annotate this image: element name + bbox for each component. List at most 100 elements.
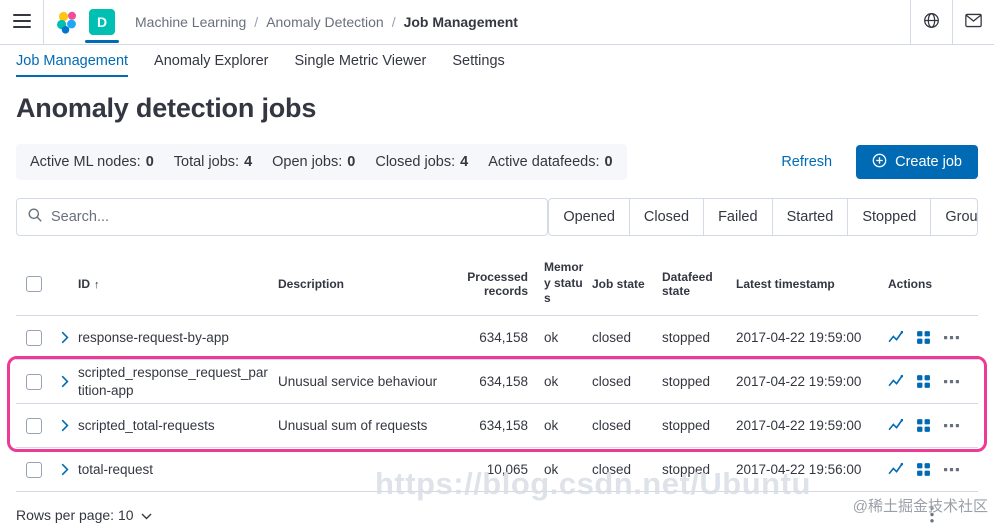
tab-job-management[interactable]: Job Management <box>16 51 129 77</box>
top-bar: D Machine Learning / Anomaly Detection /… <box>0 0 994 45</box>
page-title: Anomaly detection jobs <box>16 93 317 123</box>
stat-closed-jobs: Closed jobs: 4 <box>375 154 469 170</box>
job-description: Unusual sum of requests <box>278 418 428 433</box>
space-avatar[interactable]: D <box>85 9 119 43</box>
anomaly-explorer-button[interactable] <box>916 418 931 433</box>
stats-bar: Active ML nodes: 0 Total jobs: 4 Open jobs… <box>16 144 627 180</box>
breadcrumb-job-management: Job Management <box>403 14 518 30</box>
single-metric-viewer-button[interactable] <box>888 418 903 433</box>
filter-failed[interactable]: Failed <box>703 199 772 235</box>
single-metric-viewer-button[interactable] <box>888 462 903 477</box>
filter-group-dropdown[interactable]: Group <box>930 199 977 235</box>
processed-records: 10,065 <box>486 462 528 477</box>
datafeed-state: stopped <box>662 462 711 477</box>
plus-in-circle-icon <box>872 153 887 172</box>
menu-button[interactable] <box>0 0 44 44</box>
space-avatar-letter: D <box>96 14 108 30</box>
job-state: closed <box>592 330 632 345</box>
search-input[interactable] <box>51 209 538 225</box>
column-header-processed-records: Processed records <box>467 269 528 298</box>
filter-opened[interactable]: Opened <box>549 199 629 235</box>
latest-timestamp: 2017-04-22 19:59:00 <box>736 418 862 433</box>
row-checkbox[interactable] <box>26 417 42 434</box>
expand-row-icon[interactable] <box>61 375 69 388</box>
job-id: total-request <box>78 461 154 477</box>
column-header-description: Description <box>278 276 345 291</box>
row-checkbox[interactable] <box>26 373 42 390</box>
latest-timestamp: 2017-04-22 19:59:00 <box>736 330 862 345</box>
table-body: response-request-by-app 634,158 ok close… <box>7 316 987 492</box>
anomaly-explorer-button[interactable] <box>916 374 931 389</box>
row-checkbox[interactable] <box>26 461 42 478</box>
column-header-id[interactable]: ID ↑ <box>78 276 100 291</box>
more-actions-button[interactable] <box>944 423 959 428</box>
table-header-row: ID ↑ Description Processed records Memory… <box>16 252 978 316</box>
processed-records: 634,158 <box>479 418 528 433</box>
breadcrumb-separator: / <box>254 14 259 30</box>
main-content: Anomaly detection jobs Active ML nodes: 0… <box>0 93 994 523</box>
stat-active-datafeeds: Active datafeeds: 0 <box>488 154 613 170</box>
mail-icon <box>965 13 982 31</box>
table-row-total-request: total-request 10,065 ok closed stopped 2… <box>16 448 978 492</box>
globe-icon <box>923 12 940 32</box>
memory-status: ok <box>544 374 559 389</box>
create-job-label: Create job <box>895 154 962 170</box>
rows-per-page-label: Rows per page: 10 <box>16 506 134 523</box>
rows-per-page-button[interactable]: Rows per page: 10 <box>16 507 152 523</box>
latest-timestamp: 2017-04-22 19:59:00 <box>736 374 862 389</box>
mail-button[interactable] <box>952 0 994 44</box>
breadcrumb: Machine Learning / Anomaly Detection / J… <box>135 14 518 30</box>
single-metric-viewer-button[interactable] <box>888 374 903 389</box>
job-id: response-request-by-app <box>78 329 229 345</box>
tab-settings[interactable]: Settings <box>452 53 505 69</box>
jobs-table: ID ↑ Description Processed records Memory… <box>7 252 987 492</box>
globe-button[interactable] <box>910 0 952 44</box>
breadcrumb-anomaly-detection[interactable]: Anomaly Detection <box>266 14 384 30</box>
anomaly-explorer-button[interactable] <box>916 330 931 345</box>
sort-asc-icon: ↑ <box>94 278 100 291</box>
job-id: scripted_total-requests <box>78 417 215 433</box>
more-actions-button[interactable] <box>944 379 959 384</box>
memory-status: ok <box>544 462 559 477</box>
single-metric-viewer-button[interactable] <box>888 330 903 345</box>
job-description: Unusual service behaviour <box>278 374 438 389</box>
stat-open-jobs: Open jobs: 0 <box>272 154 356 170</box>
refresh-button[interactable]: Refresh <box>781 154 833 170</box>
expand-row-icon[interactable] <box>61 419 69 432</box>
processed-records: 634,158 <box>479 374 528 389</box>
tab-single-metric-viewer[interactable]: Single Metric Viewer <box>294 53 427 69</box>
more-actions-button[interactable] <box>944 467 959 472</box>
vertical-ellipsis-icon[interactable] <box>930 506 934 523</box>
stat-total-jobs: Total jobs: 4 <box>173 154 253 170</box>
row-checkbox[interactable] <box>26 329 42 346</box>
elastic-logo[interactable] <box>56 11 79 34</box>
stat-active-ml-nodes: Active ML nodes: 0 <box>30 154 154 170</box>
expand-row-icon[interactable] <box>61 463 69 476</box>
table-row-scripted-response-request-partition-app: scripted_response_request_partition-app … <box>16 360 978 404</box>
tab-anomaly-explorer[interactable]: Anomaly Explorer <box>154 53 269 69</box>
anomaly-explorer-button[interactable] <box>916 462 931 477</box>
breadcrumb-machine-learning[interactable]: Machine Learning <box>135 14 247 30</box>
column-header-actions: Actions <box>888 276 933 291</box>
datafeed-state: stopped <box>662 418 711 433</box>
search-icon <box>27 207 43 228</box>
column-header-latest-timestamp: Latest timestamp <box>736 276 835 291</box>
memory-status: ok <box>544 330 559 345</box>
memory-status: ok <box>544 418 559 433</box>
job-id: scripted_response_request_partition-app <box>78 364 268 398</box>
table-row-scripted-total-requests: scripted_total-requests Unusual sum of r… <box>16 404 978 448</box>
filter-started[interactable]: Started <box>771 199 848 235</box>
filter-stopped[interactable]: Stopped <box>847 199 930 235</box>
select-all-checkbox[interactable] <box>26 275 42 292</box>
column-header-datafeed-state: Datafeed state <box>662 269 713 298</box>
tab-bar: Job Management Anomaly Explorer Single M… <box>0 45 994 77</box>
chevron-down-icon <box>141 507 152 523</box>
expand-row-icon[interactable] <box>61 331 69 344</box>
filter-group: Opened Closed Failed Started Stopped Gro… <box>548 198 978 236</box>
create-job-button[interactable]: Create job <box>856 145 978 179</box>
filter-closed[interactable]: Closed <box>628 199 703 235</box>
search-box <box>16 198 549 236</box>
column-header-job-state: Job state <box>592 276 645 291</box>
more-actions-button[interactable] <box>944 335 959 340</box>
job-state: closed <box>592 462 632 477</box>
